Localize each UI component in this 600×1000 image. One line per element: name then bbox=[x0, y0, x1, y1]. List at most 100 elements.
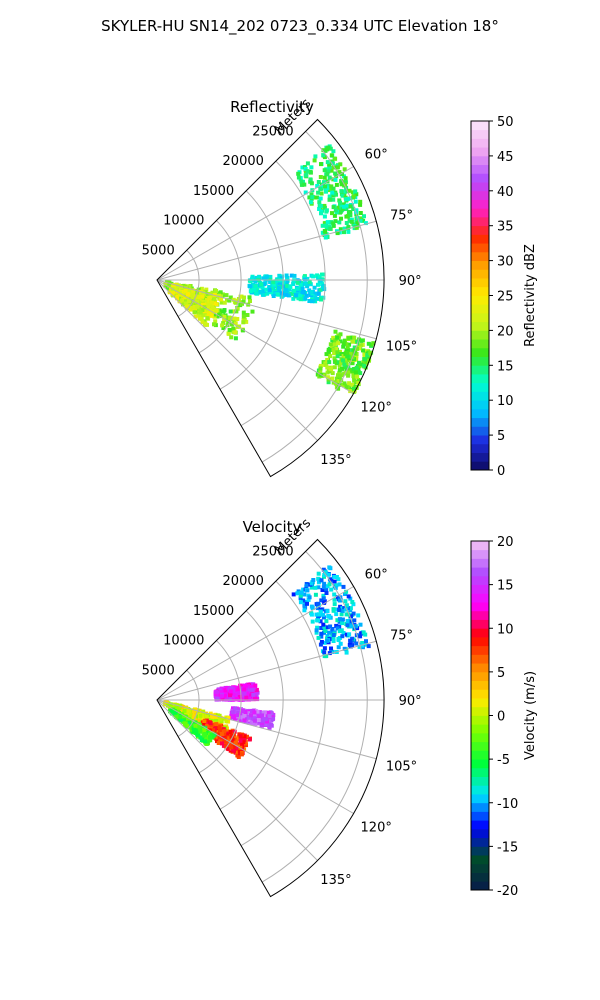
echo-pixel bbox=[322, 205, 327, 210]
echo-pixel bbox=[334, 376, 339, 381]
echo-pixel bbox=[350, 190, 355, 195]
colorbar-band bbox=[471, 164, 489, 174]
echo-pixel bbox=[338, 332, 343, 337]
echo-pixel bbox=[339, 189, 344, 194]
colorbar-band bbox=[471, 321, 489, 331]
echo-pixel bbox=[347, 188, 352, 193]
echo-pixel bbox=[292, 273, 297, 278]
echo-pixel bbox=[308, 177, 313, 182]
echo-pixel bbox=[350, 382, 355, 387]
echo-pixel bbox=[224, 719, 229, 724]
echo-pixel bbox=[309, 299, 314, 304]
echo-pixel bbox=[284, 288, 289, 293]
echo-pixel bbox=[289, 291, 294, 296]
echo-pixel bbox=[179, 717, 183, 722]
echo-pixel bbox=[331, 347, 336, 352]
echo-pixel bbox=[320, 285, 325, 290]
panel-title: Velocity bbox=[243, 518, 302, 536]
azimuth-tick-label: 60° bbox=[365, 567, 388, 582]
echo-pixel bbox=[354, 365, 359, 370]
echo-pixel bbox=[268, 280, 273, 284]
echo-pixel bbox=[307, 195, 312, 200]
echo-pixel bbox=[310, 195, 315, 200]
echo-pixel bbox=[305, 284, 310, 289]
echo-pixel bbox=[330, 376, 335, 381]
echo-pixel bbox=[267, 725, 272, 730]
echo-pixel bbox=[302, 182, 307, 187]
echo-pixel bbox=[235, 306, 240, 311]
echo-pixel bbox=[328, 624, 333, 629]
echo-pixel bbox=[338, 209, 343, 214]
echo-pixel bbox=[251, 682, 256, 687]
echo-pixel bbox=[233, 712, 238, 717]
echo-pixel bbox=[222, 731, 227, 736]
echo-pixel bbox=[348, 606, 353, 611]
echo-pixel bbox=[333, 208, 338, 213]
colorbar-tick-label: 40 bbox=[497, 185, 514, 200]
echo-pixel bbox=[197, 307, 202, 312]
echo-pixel bbox=[252, 713, 257, 717]
echo-pixel bbox=[337, 373, 342, 378]
echo-pixel bbox=[242, 317, 247, 322]
echo-pixel bbox=[325, 160, 330, 165]
echo-pixel bbox=[216, 741, 221, 745]
echo-pixel bbox=[362, 353, 367, 358]
echo-pixel bbox=[328, 146, 333, 151]
echo-pixel bbox=[196, 287, 201, 292]
echo-pixel bbox=[298, 282, 303, 287]
echo-pixel bbox=[363, 221, 368, 226]
echo-pixel bbox=[303, 190, 308, 195]
echo-pixel bbox=[322, 168, 327, 173]
echo-pixel bbox=[325, 625, 330, 630]
echo-pixel bbox=[201, 709, 206, 714]
echo-pixel bbox=[349, 219, 354, 224]
echo-pixel bbox=[321, 622, 326, 627]
echo-pixel bbox=[314, 630, 319, 635]
echo-pixel bbox=[339, 612, 344, 617]
azimuth-gridline bbox=[156, 640, 377, 701]
echo-pixel bbox=[235, 753, 240, 758]
echo-pixel bbox=[340, 373, 345, 378]
echo-pixel bbox=[205, 739, 210, 744]
echo-pixel bbox=[346, 373, 351, 378]
echo-pixel bbox=[313, 195, 318, 200]
colorbar-band bbox=[471, 759, 489, 769]
colorbar-band bbox=[471, 541, 489, 551]
echo-pixel bbox=[233, 336, 238, 341]
echo-pixel bbox=[322, 600, 327, 605]
echo-pixel bbox=[314, 612, 319, 617]
echo-pixel bbox=[197, 313, 202, 318]
colorbar-tick-label: 35 bbox=[497, 220, 514, 235]
echo-pixel bbox=[212, 314, 217, 319]
echo-pixel bbox=[329, 153, 334, 158]
echo-pixel bbox=[323, 229, 328, 234]
echo-pixel bbox=[352, 226, 357, 231]
echo-pixel bbox=[183, 299, 188, 304]
echo-pixel bbox=[343, 607, 348, 612]
echo-pixel bbox=[328, 354, 333, 359]
echo-pixel bbox=[210, 734, 215, 739]
echo-pixel bbox=[342, 362, 347, 367]
echo-pixel bbox=[341, 344, 346, 349]
echo-pixel bbox=[321, 295, 326, 300]
echo-pixel bbox=[298, 593, 303, 598]
echo-pixel bbox=[330, 211, 334, 216]
echo-pixel bbox=[205, 723, 210, 728]
echo-pixel bbox=[222, 308, 227, 313]
echo-pixel bbox=[256, 718, 261, 722]
echo-pixel bbox=[210, 714, 215, 719]
echo-pixel bbox=[326, 145, 331, 150]
echo-pixel bbox=[322, 624, 327, 629]
echo-pixel bbox=[350, 600, 355, 604]
echo-pixel bbox=[355, 221, 360, 226]
echo-pixel bbox=[325, 634, 330, 639]
echo-pixel bbox=[344, 650, 349, 655]
echo-pixel bbox=[316, 585, 321, 590]
colorbar-tick-label: 20 bbox=[497, 324, 514, 339]
echo-pixel bbox=[228, 692, 232, 697]
echo-pixel bbox=[198, 735, 203, 740]
echo-pixel bbox=[332, 592, 337, 597]
echo-pixel bbox=[317, 579, 322, 584]
echo-pixel bbox=[253, 696, 257, 701]
echo-pixel bbox=[208, 715, 212, 720]
